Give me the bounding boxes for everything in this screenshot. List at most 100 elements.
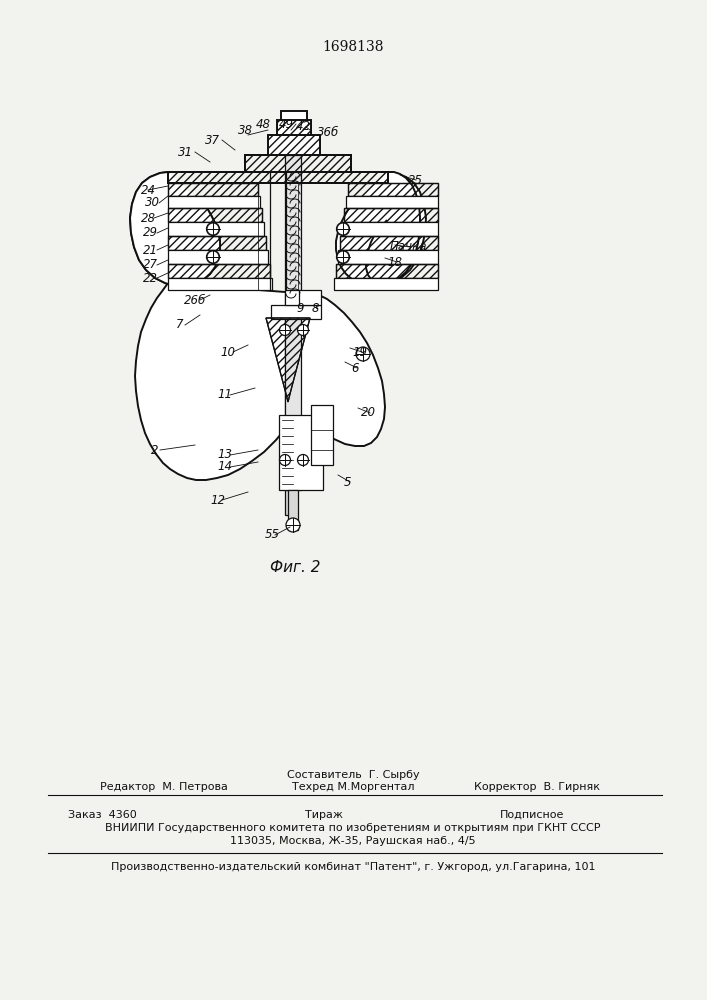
Bar xyxy=(342,222,438,236)
Text: 8: 8 xyxy=(311,302,319,314)
Text: ВНИИПИ Государственного комитета по изобретениям и открытиям при ГКНТ СССР: ВНИИПИ Государственного комитета по изоб… xyxy=(105,823,601,833)
Bar xyxy=(281,111,307,120)
Text: Тираж: Тираж xyxy=(305,810,343,820)
Bar xyxy=(268,135,320,155)
Text: 7: 7 xyxy=(176,318,184,332)
Text: Пачка: Пачка xyxy=(390,240,427,253)
Polygon shape xyxy=(336,172,426,286)
Text: Составитель  Г. Сырбу: Составитель Г. Сырбу xyxy=(286,770,419,780)
Circle shape xyxy=(298,454,308,466)
Text: 11: 11 xyxy=(218,388,233,401)
Bar xyxy=(168,183,258,196)
Bar xyxy=(168,208,262,222)
Bar xyxy=(277,120,311,135)
Bar xyxy=(168,172,388,183)
Bar xyxy=(336,264,438,278)
Text: Редактор  М. Петрова: Редактор М. Петрова xyxy=(100,782,228,792)
Circle shape xyxy=(207,223,219,235)
Text: 12: 12 xyxy=(211,493,226,506)
Bar xyxy=(168,236,266,250)
Polygon shape xyxy=(135,283,385,480)
Text: 27: 27 xyxy=(143,258,158,271)
Text: 20: 20 xyxy=(361,406,375,420)
Circle shape xyxy=(206,223,219,235)
Bar xyxy=(245,155,351,172)
Bar xyxy=(168,222,264,236)
Circle shape xyxy=(337,223,349,235)
Circle shape xyxy=(356,347,370,361)
Text: 30: 30 xyxy=(144,196,160,210)
Text: 22: 22 xyxy=(143,271,158,284)
Bar xyxy=(168,250,268,264)
Text: Подписное: Подписное xyxy=(500,810,564,820)
Bar xyxy=(340,236,438,250)
Bar xyxy=(168,196,260,208)
Polygon shape xyxy=(130,172,220,286)
Bar xyxy=(340,236,438,250)
Text: 26б: 26б xyxy=(184,294,206,306)
Bar xyxy=(336,264,438,278)
Bar xyxy=(168,278,272,290)
Text: 13: 13 xyxy=(218,448,233,462)
Text: 28: 28 xyxy=(141,212,156,225)
Text: Корректор  В. Гирняк: Корректор В. Гирняк xyxy=(474,782,600,792)
Text: 5: 5 xyxy=(344,476,352,488)
Bar xyxy=(279,415,323,490)
Text: 37: 37 xyxy=(204,133,219,146)
Text: 29: 29 xyxy=(143,227,158,239)
Text: 25: 25 xyxy=(407,174,423,186)
Bar xyxy=(168,208,262,222)
Text: 38: 38 xyxy=(238,123,252,136)
Bar xyxy=(289,305,297,515)
Text: 31: 31 xyxy=(177,145,192,158)
Bar xyxy=(311,405,333,465)
Circle shape xyxy=(207,251,219,263)
Bar xyxy=(285,305,291,515)
Circle shape xyxy=(337,250,349,263)
Bar xyxy=(168,264,270,278)
Circle shape xyxy=(298,324,308,336)
Bar xyxy=(348,183,438,196)
Text: 113035, Москва, Ж-35, Раушская наб., 4/5: 113035, Москва, Ж-35, Раушская наб., 4/5 xyxy=(230,836,476,846)
Circle shape xyxy=(279,324,291,336)
Bar xyxy=(285,155,301,490)
Bar xyxy=(285,290,301,305)
Polygon shape xyxy=(366,172,420,283)
Bar xyxy=(271,305,321,319)
Text: 6: 6 xyxy=(351,361,358,374)
Text: 55: 55 xyxy=(264,528,279,542)
Circle shape xyxy=(337,223,349,235)
Text: 14: 14 xyxy=(218,460,233,474)
Text: 36б: 36б xyxy=(317,125,339,138)
Text: 1698138: 1698138 xyxy=(322,40,384,54)
Bar xyxy=(334,278,438,290)
Circle shape xyxy=(337,251,349,263)
Bar xyxy=(338,250,438,264)
Bar xyxy=(288,490,298,530)
Bar xyxy=(277,120,311,135)
Bar xyxy=(168,183,258,196)
Bar xyxy=(168,172,388,183)
Text: 24: 24 xyxy=(141,184,156,196)
Bar xyxy=(168,264,270,278)
Bar xyxy=(299,290,321,305)
Bar xyxy=(346,196,438,208)
Text: 19: 19 xyxy=(353,346,368,359)
Circle shape xyxy=(279,454,291,466)
Text: 49: 49 xyxy=(279,117,293,130)
Text: Фиг. 2: Фиг. 2 xyxy=(270,560,320,576)
Text: 48: 48 xyxy=(255,118,271,131)
Bar xyxy=(245,155,351,172)
Text: 18: 18 xyxy=(387,255,402,268)
Circle shape xyxy=(206,250,219,263)
Text: Заказ  4360: Заказ 4360 xyxy=(68,810,136,820)
Bar xyxy=(344,208,438,222)
Text: Техред М.Моргентал: Техред М.Моргентал xyxy=(292,782,414,792)
Bar xyxy=(344,208,438,222)
Circle shape xyxy=(286,518,300,532)
Polygon shape xyxy=(130,172,220,286)
Text: 2: 2 xyxy=(151,444,159,456)
Text: 21: 21 xyxy=(143,243,158,256)
Text: 42: 42 xyxy=(296,120,310,133)
Bar xyxy=(348,183,438,196)
